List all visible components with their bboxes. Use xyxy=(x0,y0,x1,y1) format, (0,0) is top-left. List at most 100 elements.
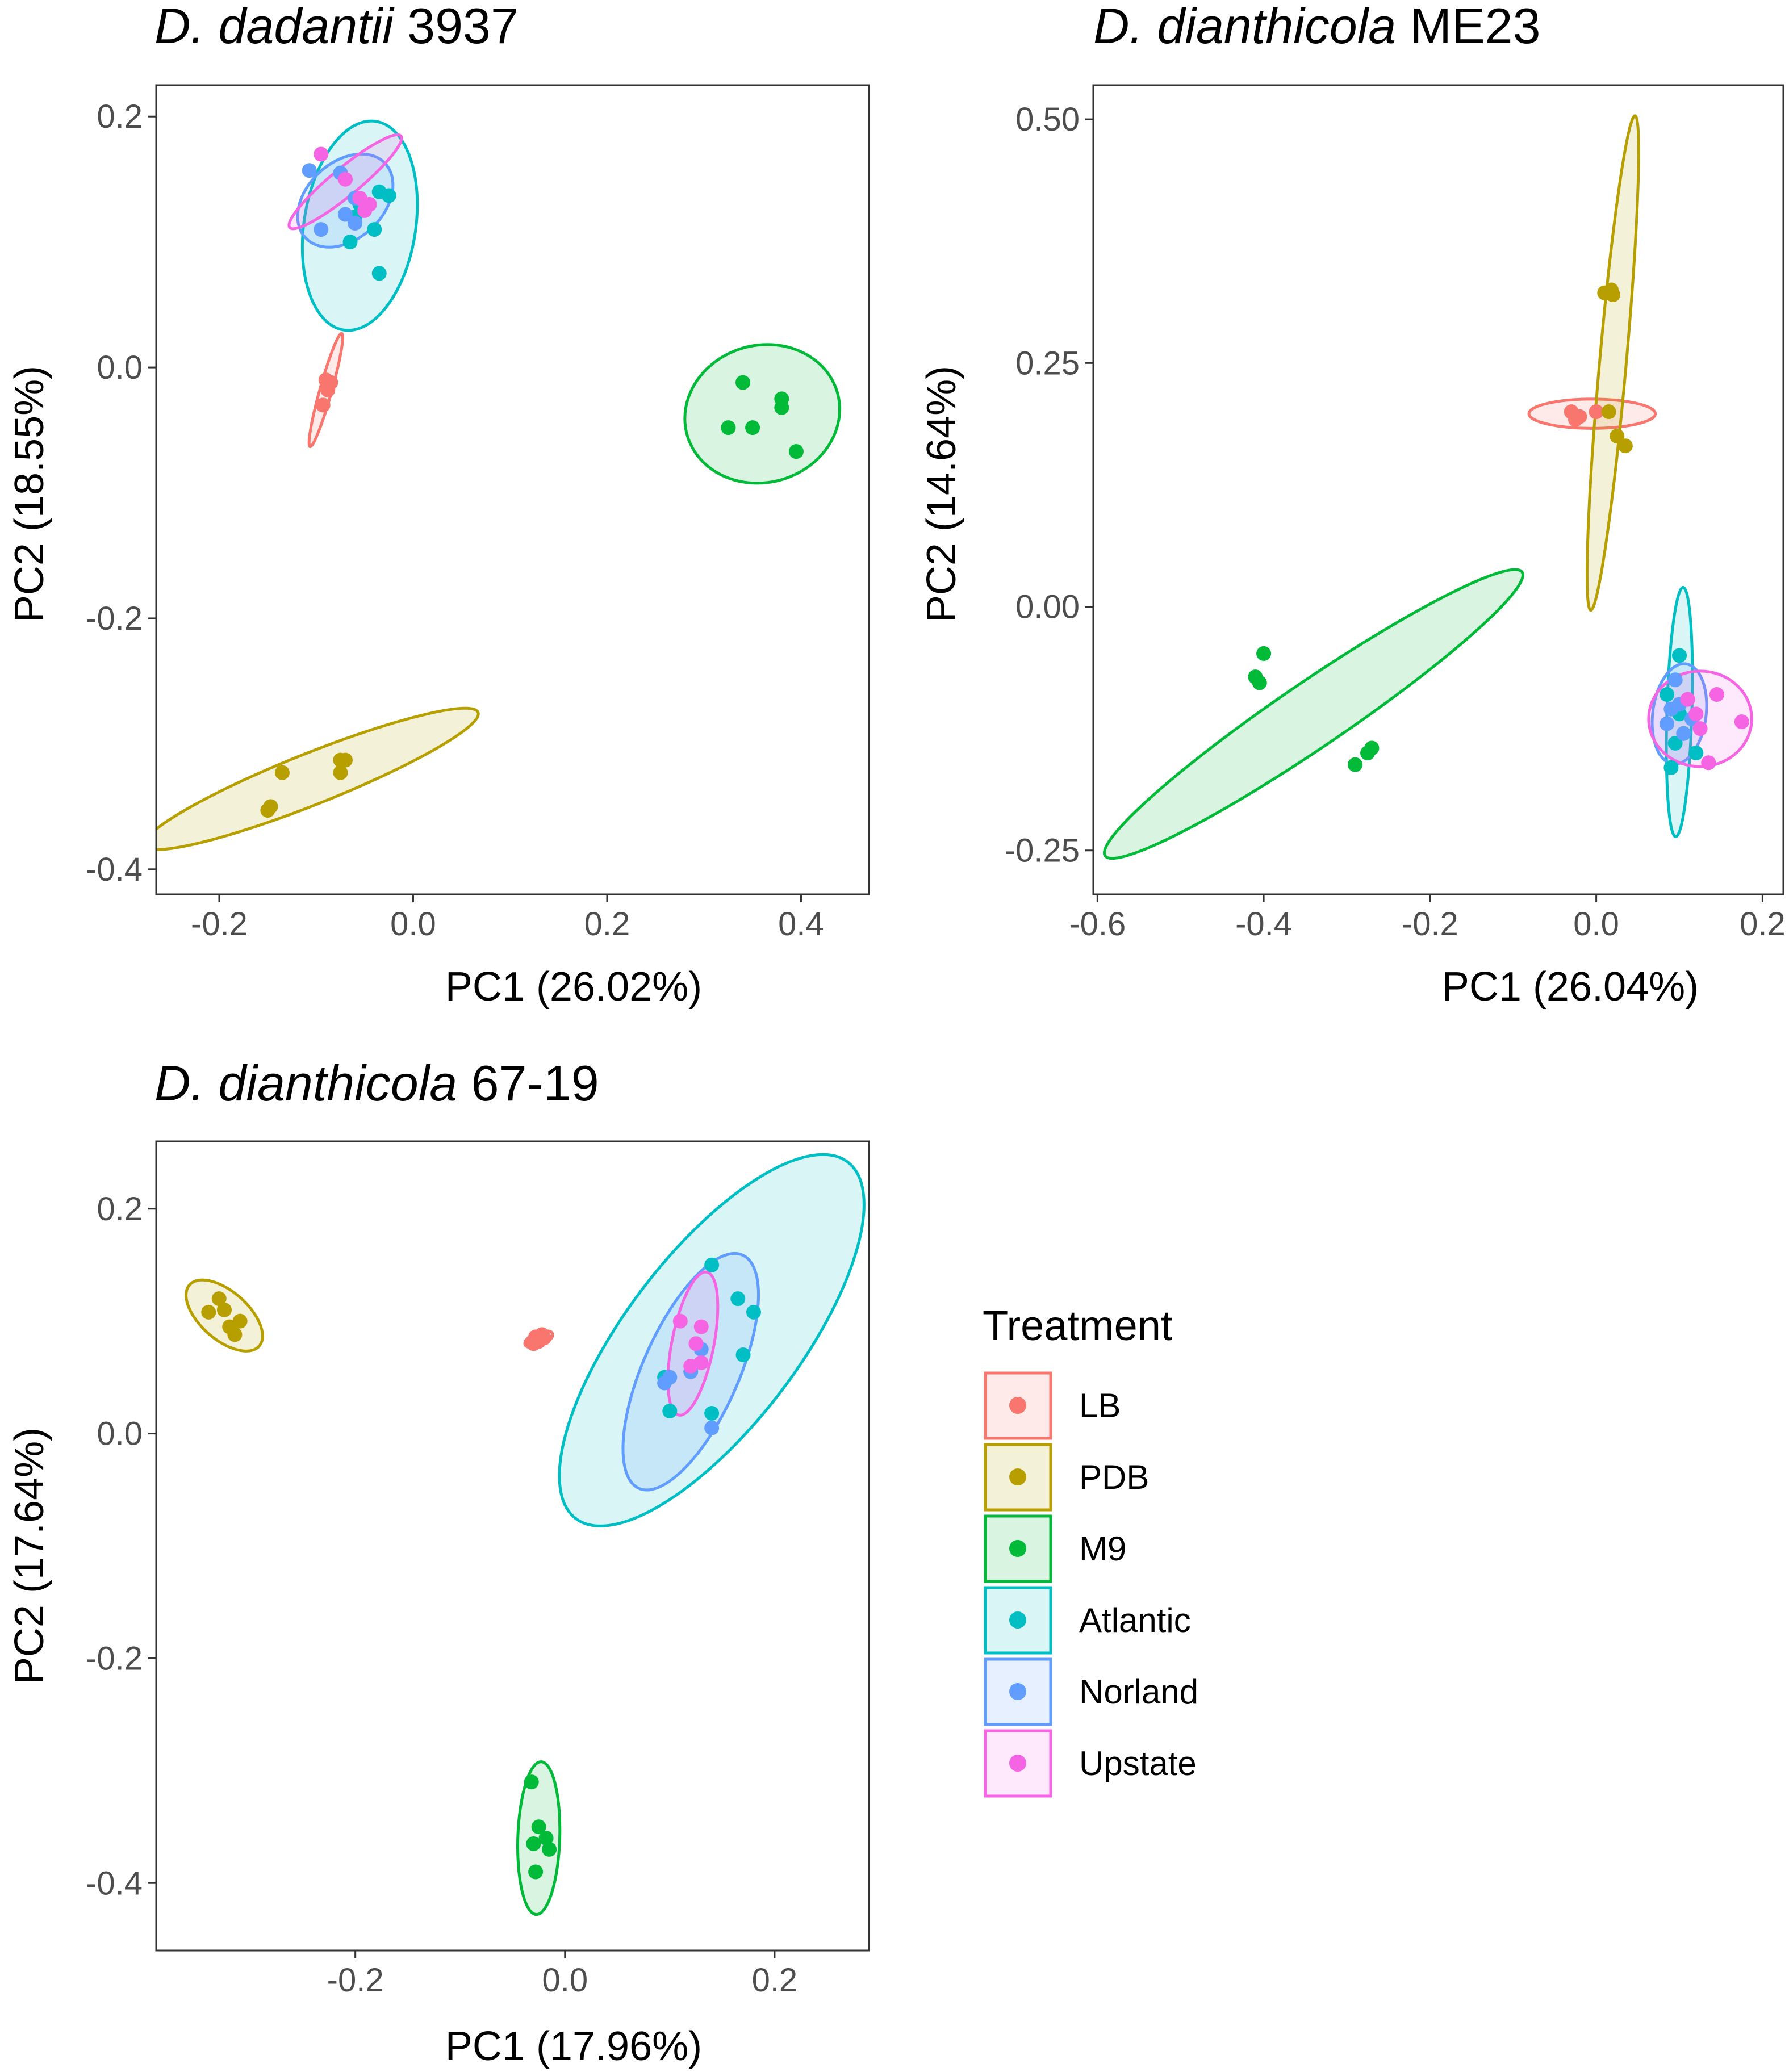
y-tick-label: 0.0 xyxy=(97,1416,143,1453)
y-tick-label: 0.2 xyxy=(97,98,143,135)
point-upstate xyxy=(672,1313,688,1329)
point-lb xyxy=(528,1329,544,1345)
y-tick-label: -0.4 xyxy=(86,851,143,888)
point-upstate xyxy=(337,171,353,187)
point-m9 xyxy=(721,420,736,436)
legend-label: Upstate xyxy=(1079,1744,1197,1782)
point-atlantic xyxy=(371,266,387,281)
point-norland xyxy=(302,163,317,178)
point-atlantic xyxy=(1667,735,1683,751)
legend-dot xyxy=(1009,1540,1026,1557)
x-tick-label: -0.4 xyxy=(1235,906,1292,943)
x-tick-label: 0.0 xyxy=(390,906,436,943)
point-pdb xyxy=(201,1304,216,1320)
legend-label: Norland xyxy=(1079,1673,1198,1711)
legend: Treatment LB PDB M9 Atlantic Norland Upstate xyxy=(983,1302,1198,1798)
y-tick-label: -0.2 xyxy=(86,1640,143,1677)
point-m9 xyxy=(542,1841,557,1857)
ellipse-m9 xyxy=(680,336,845,491)
point-atlantic xyxy=(1663,760,1679,775)
point-upstate xyxy=(1688,706,1704,722)
x-axis-title: PC1 (17.96%) xyxy=(445,2024,702,2069)
x-tick-label: 0.2 xyxy=(752,1962,798,1999)
legend-label: Atlantic xyxy=(1079,1601,1191,1639)
point-pdb xyxy=(274,765,290,780)
point-m9 xyxy=(1348,757,1363,772)
point-norland xyxy=(314,222,329,237)
point-upstate xyxy=(688,1336,704,1351)
point-upstate xyxy=(314,146,329,162)
point-lb xyxy=(1589,404,1604,420)
plot-area xyxy=(174,1106,914,1915)
point-atlantic xyxy=(704,1405,720,1421)
point-upstate xyxy=(1680,692,1695,707)
point-pdb xyxy=(263,799,278,814)
panel-border xyxy=(155,84,870,895)
point-atlantic xyxy=(1660,687,1675,702)
panel-dianthicola-me23: D. dianthicola ME23 PC1 (26.04%) PC2 (14… xyxy=(919,0,1786,1010)
x-tick-label: 0.4 xyxy=(778,906,824,943)
plot-area xyxy=(156,104,845,870)
panel-title: D. dianthicola 67-19 xyxy=(154,1055,599,1111)
point-pdb xyxy=(337,752,353,768)
point-m9 xyxy=(735,375,751,390)
point-lb xyxy=(320,382,336,397)
point-norland xyxy=(662,1370,678,1385)
point-norland xyxy=(1667,672,1683,688)
point-upstate xyxy=(1709,687,1724,702)
ellipse-pdb xyxy=(156,688,484,870)
y-axis-title: PC2 (18.55%) xyxy=(7,366,52,622)
x-tick-label: -0.2 xyxy=(1402,906,1458,943)
y-tick-label: 0.00 xyxy=(1015,589,1080,626)
point-atlantic xyxy=(662,1404,678,1418)
point-m9 xyxy=(526,1836,541,1851)
point-upstate xyxy=(357,203,373,218)
ellipse-atlantic xyxy=(509,1106,914,1575)
point-upstate xyxy=(1692,721,1708,736)
point-atlantic xyxy=(1672,648,1687,663)
legend-item-pdb: PDB xyxy=(984,1443,1149,1512)
x-axis-title: PC1 (26.04%) xyxy=(1442,964,1699,1010)
title-species: D. dadantii xyxy=(154,0,395,54)
point-m9 xyxy=(528,1864,544,1880)
legend-item-atlantic: Atlantic xyxy=(984,1586,1191,1655)
point-upstate xyxy=(683,1358,699,1374)
point-m9 xyxy=(538,1831,554,1846)
panel-border xyxy=(1092,84,1784,895)
x-axis-title: PC1 (26.02%) xyxy=(445,964,702,1010)
legend-key xyxy=(984,1586,1052,1655)
legend-dot xyxy=(1009,1468,1026,1485)
panel-dadantii-3937: D. dadantii 3937 PC1 (26.02%) PC2 (18.55… xyxy=(7,0,870,1010)
y-tick-label: 0.50 xyxy=(1015,101,1080,138)
y-tick-label: -0.25 xyxy=(1005,832,1080,869)
legend-title: Treatment xyxy=(983,1302,1173,1349)
legend-item-lb: LB xyxy=(984,1371,1121,1440)
point-pdb xyxy=(1617,438,1633,454)
x-tick-label: 0.2 xyxy=(1740,906,1786,943)
point-pdb xyxy=(211,1291,227,1307)
point-atlantic xyxy=(704,1257,720,1272)
legend-dot xyxy=(1009,1683,1026,1700)
point-m9 xyxy=(531,1819,546,1835)
panel-title: D. dianthicola ME23 xyxy=(1093,0,1541,54)
panel-title: D. dadantii 3937 xyxy=(154,0,519,54)
point-m9 xyxy=(1256,646,1272,661)
y-tick-label: -0.2 xyxy=(86,600,143,637)
legend-label: LB xyxy=(1079,1387,1121,1425)
legend-dot xyxy=(1009,1611,1026,1629)
point-pdb xyxy=(216,1302,232,1317)
x-tick-label: 0.2 xyxy=(584,906,630,943)
title-strain: 3937 xyxy=(394,0,519,54)
x-tick-label: -0.2 xyxy=(191,906,248,943)
point-lb xyxy=(315,397,331,413)
point-atlantic xyxy=(746,1304,761,1320)
legend-keys: LB PDB M9 Atlantic Norland Upstate xyxy=(984,1371,1198,1798)
y-tick-label: 0.2 xyxy=(97,1191,143,1228)
point-m9 xyxy=(1252,675,1267,690)
point-norland xyxy=(704,1420,720,1435)
x-tick-label: 0.0 xyxy=(1573,906,1619,943)
point-m9 xyxy=(745,420,760,436)
point-atlantic xyxy=(1688,746,1704,761)
y-tick-label: 0.25 xyxy=(1015,345,1080,382)
point-atlantic xyxy=(342,235,358,250)
